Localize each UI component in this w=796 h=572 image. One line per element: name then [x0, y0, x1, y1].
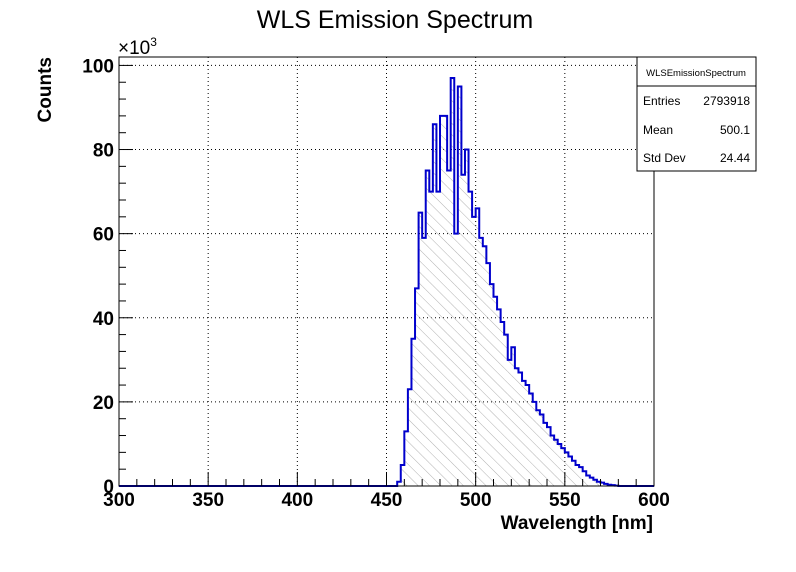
histogram-bin: [418, 212, 423, 486]
histogram-bin: [397, 481, 401, 486]
histogram-bin: [482, 246, 487, 486]
histogram-bin: [550, 435, 555, 486]
histogram-bars: [119, 77, 654, 487]
stats-entries-label: Entries: [643, 94, 680, 108]
histogram-bin: [571, 460, 576, 486]
histogram-bin: [447, 170, 451, 486]
histogram-bin: [596, 481, 601, 486]
histogram-bin: [440, 115, 444, 486]
histogram-bin: [582, 471, 587, 486]
y-tick-label: 0: [103, 477, 114, 498]
stats-mean-value: 500.1: [720, 123, 750, 137]
histogram-bin: [511, 347, 515, 486]
histogram-outline: [119, 77, 654, 487]
histogram-bin: [468, 191, 473, 486]
histogram-bin: [404, 431, 408, 486]
histogram-bin: [589, 477, 594, 486]
histogram-bin: [536, 410, 540, 486]
x-tick-label: 300: [103, 490, 135, 511]
histogram-bin: [518, 372, 523, 486]
histogram-bin: [475, 208, 480, 487]
y-tick-label: 100: [82, 56, 114, 77]
stats-stddev-label: Std Dev: [643, 151, 686, 165]
histogram-bin: [497, 309, 501, 486]
histogram-bin: [522, 380, 526, 486]
histogram-bin: [457, 86, 462, 487]
y-tick-label: 80: [93, 141, 114, 162]
y-axis-ticks: 0 20 40 60 80 100: [82, 56, 133, 498]
y-tick-label: 40: [93, 309, 114, 330]
histogram-bin: [429, 191, 433, 486]
histogram-bin: [557, 443, 562, 486]
histogram-bin: [504, 334, 508, 486]
histogram-bin: [443, 115, 448, 486]
histogram-bin: [604, 483, 608, 486]
histogram-bin: [561, 448, 565, 486]
stats-box-frame: [636, 56, 757, 172]
histogram-bin: [486, 263, 490, 486]
histogram-bin: [411, 338, 416, 486]
histogram-bin: [532, 401, 537, 486]
x-tick-label: 400: [281, 490, 313, 511]
x-tick-label: 450: [371, 490, 403, 511]
histogram-bin: [586, 475, 590, 486]
histogram-bin: [479, 237, 483, 486]
histogram-bin: [415, 288, 419, 486]
x-tick-label: 550: [549, 490, 581, 511]
histogram-bin: [450, 78, 455, 486]
histogram-bin: [525, 385, 530, 486]
y-exponent-label: ×103: [118, 35, 157, 59]
x-tick-label: 350: [192, 490, 224, 511]
stats-name: WLSEmissionSpectrum: [646, 68, 746, 79]
histogram-bin: [436, 191, 440, 486]
histogram-bin: [529, 393, 533, 486]
y-axis-label: Counts: [35, 57, 56, 122]
stats-box: WLSEmissionSpectrum Entries 2793918 Mean…: [636, 56, 757, 172]
histogram-bin: [579, 467, 583, 486]
histogram-bin: [454, 233, 458, 486]
histogram-bin: [400, 464, 405, 486]
histogram-bin: [547, 427, 551, 486]
histogram-bin: [514, 368, 519, 486]
histogram-bin: [507, 359, 512, 486]
histogram-bin: [554, 439, 558, 486]
histogram-bin: [461, 174, 465, 486]
histogram-bin: [464, 149, 469, 486]
x-axis-label: Wavelength [nm]: [501, 513, 653, 534]
histogram-bin: [489, 284, 494, 486]
histogram-bin: [425, 170, 430, 486]
histogram-bin: [593, 479, 597, 486]
histogram-bin: [407, 389, 412, 486]
histogram-bin: [564, 452, 569, 486]
stats-mean-label: Mean: [643, 123, 673, 137]
histogram-bin: [543, 422, 547, 486]
stats-stddev-value: 24.44: [720, 151, 750, 165]
histogram-bin: [539, 414, 544, 486]
histogram-bin: [600, 482, 605, 486]
histogram-bin: [472, 216, 476, 486]
y-tick-label: 60: [93, 225, 114, 246]
stats-entries-value: 2793918: [703, 94, 750, 108]
histogram-bin: [575, 464, 580, 486]
histogram-bin: [422, 237, 426, 486]
histogram-bin: [432, 124, 437, 486]
histogram-bin: [568, 456, 572, 486]
histogram-bin: [493, 296, 498, 486]
y-tick-label: 20: [93, 393, 114, 414]
grid-lines: [119, 57, 654, 486]
x-tick-label: 600: [638, 490, 670, 511]
histogram-bin: [500, 321, 505, 486]
x-axis-ticks: 300 350 400 450 500 550 600: [103, 472, 670, 511]
chart-title: WLS Emission Spectrum: [257, 6, 533, 34]
x-tick-label: 500: [460, 490, 492, 511]
